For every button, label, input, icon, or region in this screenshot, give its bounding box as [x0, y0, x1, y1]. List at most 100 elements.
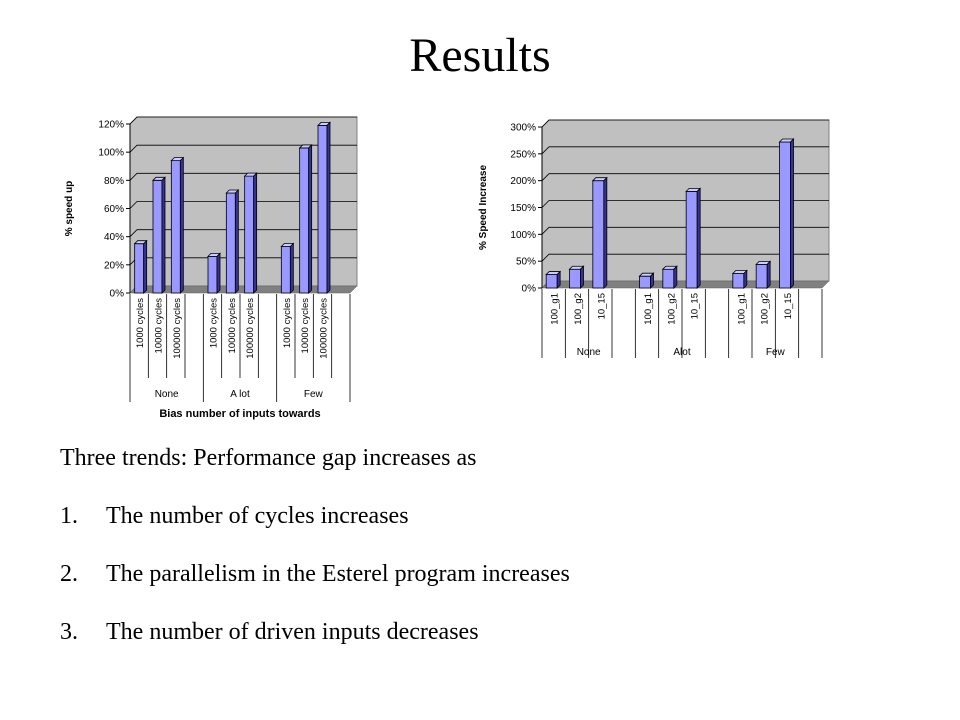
x-tick-label: 100000 cycles — [172, 298, 183, 359]
bar — [170, 160, 181, 294]
group-label: None — [155, 389, 179, 400]
bar-side — [650, 272, 654, 289]
x-tick-label: 100_g1 — [643, 293, 654, 325]
y-tick-label: 120% — [98, 120, 124, 131]
gridline — [541, 146, 829, 155]
y-tick-label: 250% — [510, 149, 536, 160]
bar — [755, 263, 768, 289]
x-axis-title: Bias number of inputs towards — [159, 408, 320, 420]
bar-side — [766, 260, 771, 289]
y-axis-title: % speed up — [64, 181, 75, 237]
gridline — [129, 172, 357, 181]
x-tick-label: 1000 cycles — [135, 298, 146, 348]
x-tick-label: 1000 cycles — [209, 298, 220, 348]
bar — [639, 275, 651, 289]
speedup-chart: 0% 20% 40% 60% 80% 100% 120% % speed up 1000 cyc… — [50, 100, 380, 430]
y-tick-label: 0% — [110, 289, 125, 300]
x-tick-label: 100000 cycles — [319, 298, 330, 359]
bar-side — [580, 265, 584, 289]
group-label: A lot — [230, 389, 250, 400]
bar — [134, 243, 145, 294]
x-tick-label: 1000 cycles — [282, 298, 293, 348]
gridline — [129, 144, 357, 153]
x-tick-label: 10000 cycles — [300, 298, 311, 354]
x-tick-label: 100_g2 — [573, 293, 584, 325]
y-tick-label: 0% — [522, 284, 537, 295]
bar — [280, 246, 291, 294]
bar — [244, 175, 255, 294]
gridline — [541, 173, 829, 181]
gridline — [129, 229, 357, 237]
gridline — [541, 200, 829, 208]
trend-item-1: 1. The number of cycles increases — [60, 503, 409, 530]
x-tick-label: 10000 cycles — [154, 298, 165, 354]
y-tick-label: 300% — [510, 123, 536, 134]
trend-number: 2. — [60, 561, 78, 587]
bar — [732, 273, 745, 289]
bar-side — [216, 252, 221, 294]
trend-number: 1. — [60, 503, 78, 529]
bar-side — [179, 156, 184, 294]
y-tick-label: 80% — [104, 176, 124, 187]
x-tick-label: 100_g1 — [736, 293, 747, 325]
x-tick-label: 10_15 — [596, 293, 607, 319]
gridline — [541, 253, 829, 262]
bar — [545, 274, 558, 289]
gridline — [541, 226, 829, 235]
bar-side — [234, 189, 239, 294]
group-label: None — [577, 347, 601, 358]
trend-text: The parallelism in the Esterel program i… — [106, 561, 570, 587]
bar-side — [308, 143, 313, 294]
bar-side — [161, 176, 166, 294]
bar — [152, 179, 163, 294]
bar-side — [289, 242, 294, 294]
bar-side — [326, 121, 331, 294]
y-tick-label: 60% — [104, 204, 124, 215]
bar-side — [790, 138, 794, 289]
slide-title: Results — [409, 29, 551, 82]
group-label: Few — [304, 389, 324, 400]
bar-side — [556, 270, 561, 289]
gridline — [129, 201, 357, 209]
x-tick-label: 100_g2 — [760, 293, 771, 325]
trend-number: 3. — [60, 619, 78, 645]
x-tick-label: 10_15 — [690, 293, 701, 319]
y-axis-title: % Speed Increase — [478, 165, 489, 250]
bar — [569, 268, 581, 289]
y-tick-label: 40% — [104, 232, 124, 243]
y-tick-label: 100% — [98, 148, 124, 159]
y-tick-label: 20% — [104, 260, 124, 271]
bar-side — [743, 269, 748, 289]
bar-side — [143, 239, 148, 294]
bar — [662, 268, 675, 289]
x-tick-label: 100_g1 — [550, 293, 561, 325]
y-tick-label: 50% — [516, 257, 536, 268]
bar — [779, 141, 791, 289]
y-tick-label: 150% — [510, 203, 536, 214]
bar-side — [253, 172, 258, 294]
gridline — [541, 119, 829, 128]
trends-intro: Three trends: Performance gap increases … — [60, 445, 477, 471]
bar — [207, 255, 218, 294]
bar — [225, 192, 236, 294]
x-tick-label: 100000 cycles — [245, 298, 256, 359]
y-tick-label: 200% — [510, 176, 536, 187]
bar-side — [603, 176, 608, 289]
y-tick-label: 100% — [510, 230, 536, 241]
group-label: Alot — [673, 347, 690, 358]
bar-side — [696, 187, 701, 289]
trend-item-2: 2. The parallelism in the Esterel program… — [60, 561, 570, 588]
bar — [592, 180, 605, 289]
bar — [685, 191, 698, 289]
x-tick-label: 10_15 — [783, 293, 794, 319]
bar — [317, 125, 328, 294]
x-tick-label: 100_g2 — [666, 293, 677, 325]
trend-text: The number of driven inputs decreases — [106, 619, 479, 645]
gridline — [129, 116, 357, 125]
x-tick-label: 10000 cycles — [227, 298, 238, 354]
group-label: Few — [766, 347, 786, 358]
bar-side — [673, 265, 678, 289]
bar — [299, 147, 310, 294]
trend-item-3: 3. The number of driven inputs decreases — [60, 619, 479, 646]
trend-text: The number of cycles increases — [106, 503, 409, 529]
